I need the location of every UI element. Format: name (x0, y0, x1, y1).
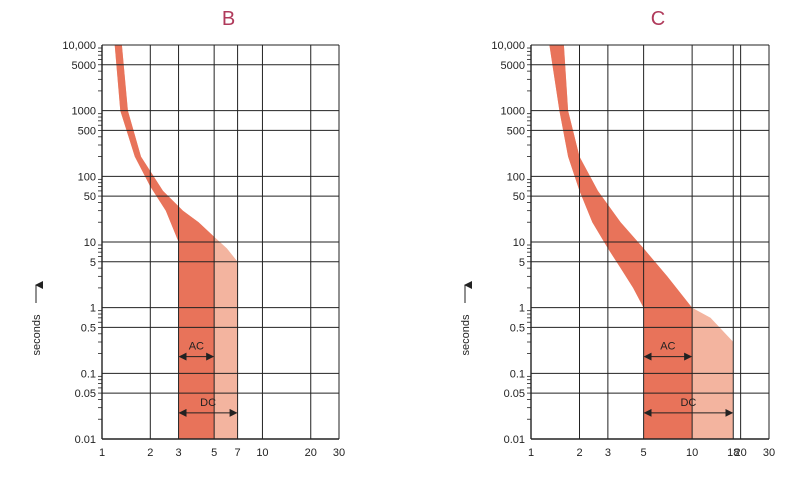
span-label-dc: DC (680, 397, 696, 409)
y-tick-label: 1000 (72, 106, 96, 118)
y-tick-label: 10 (84, 237, 96, 249)
y-axis-label: seconds (31, 314, 43, 355)
y-tick-label: 0.5 (81, 322, 96, 334)
y-tick-label: 0.1 (510, 368, 525, 380)
x-tick-label: 2 (576, 447, 582, 459)
chart-b: B 1 2 3 5 7 10 20 30 0.01 0.05 0.1 0.5 1 5 10 50 100 500 10… (31, 8, 345, 459)
x-tick-label: 1 (99, 447, 105, 459)
y-tick-label: 1 (519, 303, 525, 315)
x-tick-label: 5 (641, 447, 647, 459)
x-tick-label: 20 (735, 447, 747, 459)
x-tick-label: 2 (147, 447, 153, 459)
x-tick-label: 5 (211, 447, 217, 459)
x-tick-label: 1 (528, 447, 534, 459)
y-tick-label: 5 (519, 257, 525, 269)
y-tick-label: 500 (78, 125, 96, 137)
span-label-dc: DC (200, 397, 216, 409)
y-tick-label: 1 (90, 303, 96, 315)
y-tick-label: 0.5 (510, 322, 525, 334)
x-tick-label: 18 (727, 447, 739, 459)
chart-title: B (222, 8, 235, 30)
x-tick-label: 10 (686, 447, 698, 459)
y-tick-label: 10,000 (62, 40, 96, 52)
y-tick-label: 500 (507, 125, 525, 137)
y-tick-label: 0.1 (81, 368, 96, 380)
y-tick-label: 100 (78, 171, 96, 183)
span-label-ac: AC (660, 341, 675, 353)
y-tick-label: 1000 (501, 106, 525, 118)
y-tick-label: 0.01 (504, 434, 525, 446)
y-tick-label: 0.05 (75, 388, 96, 400)
y-tick-label: 5000 (501, 60, 525, 72)
y-tick-label: 100 (507, 171, 525, 183)
y-axis-label: seconds (460, 314, 472, 355)
x-tick-label: 30 (763, 447, 775, 459)
y-tick-label: 10,000 (491, 40, 525, 52)
x-tick-label: 10 (256, 447, 268, 459)
trip-band-ac (114, 45, 215, 439)
x-tick-label: 20 (305, 447, 317, 459)
y-tick-label: 10 (513, 237, 525, 249)
x-tick-label: 3 (175, 447, 181, 459)
x-tick-label: 3 (605, 447, 611, 459)
chart-title: C (651, 8, 665, 30)
y-tick-label: 5 (90, 257, 96, 269)
y-tick-label: 50 (84, 191, 96, 203)
y-tick-label: 0.05 (504, 388, 525, 400)
y-tick-label: 50 (513, 191, 525, 203)
y-tick-label: 5000 (72, 60, 96, 72)
x-tick-label: 7 (235, 447, 241, 459)
span-label-ac: AC (189, 341, 204, 353)
x-tick-label: 30 (333, 447, 345, 459)
y-tick-label: 0.01 (75, 434, 96, 446)
